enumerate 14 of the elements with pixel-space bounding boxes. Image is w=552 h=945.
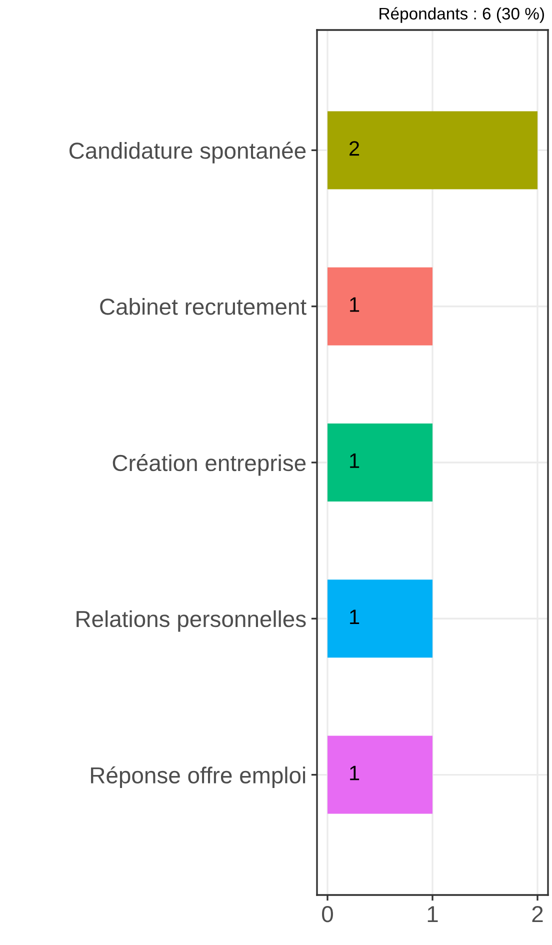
data-label: 1: [350, 766, 360, 780]
x-tick-label: 0: [322, 906, 333, 922]
data-label: 2: [350, 141, 360, 156]
data-label: 1: [350, 610, 360, 624]
y-tick-label: Cabinet recrutement: [100, 298, 306, 315]
chart-title: Répondants : 6 (30 %): [380, 7, 544, 23]
y-tick-label: Candidature spontanée: [70, 142, 306, 164]
y-tick-label: Réponse offre emploi: [91, 766, 306, 788]
x-tick-label: 1: [428, 906, 438, 922]
x-tick-label: 2: [532, 906, 543, 922]
data-label: 1: [350, 454, 360, 468]
y-tick-label: Création entreprise: [112, 454, 306, 476]
y-tick-label: Relations personnelles: [76, 610, 306, 632]
data-label: 1: [350, 297, 360, 312]
